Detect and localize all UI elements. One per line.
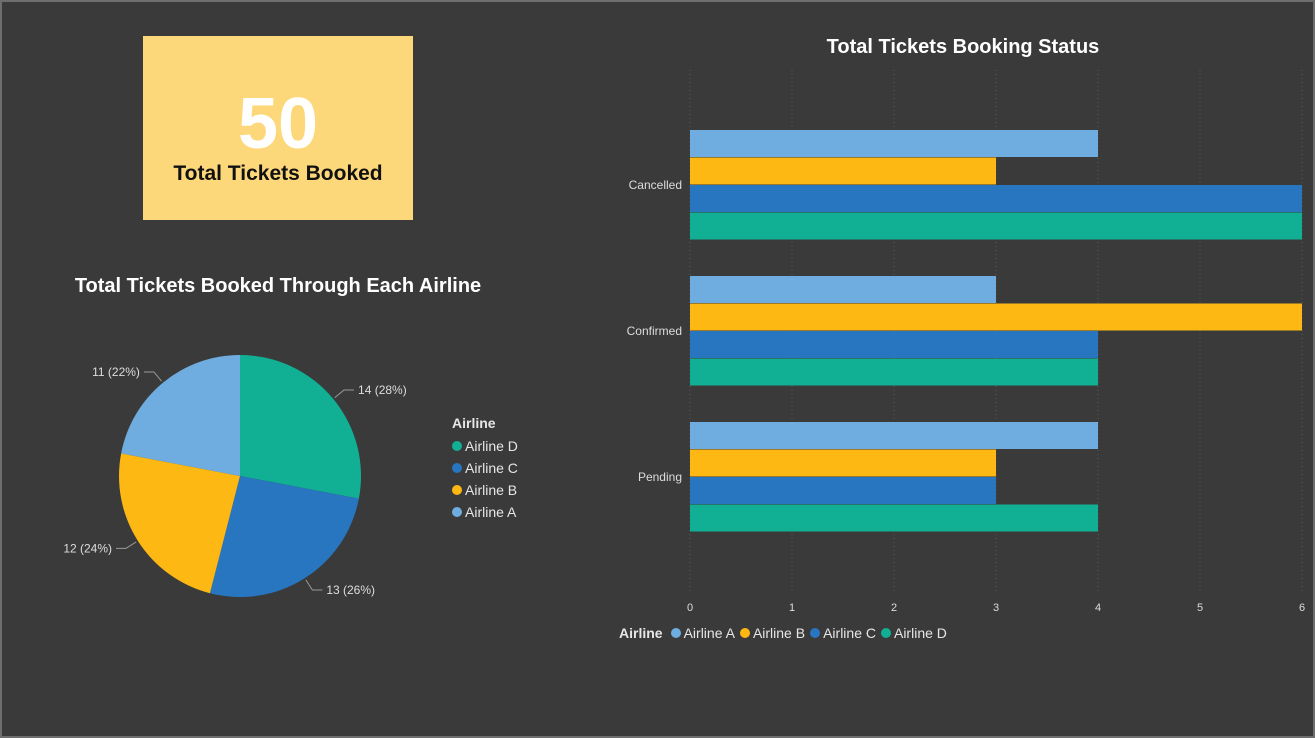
pie-legend: Airline Airline D Airline C Airline B Airli… bbox=[452, 415, 518, 525]
legend-marker-icon bbox=[452, 507, 462, 517]
pie-chart-title: Total Tickets Booked Through Each Airlin… bbox=[74, 275, 482, 297]
bar-cancelled-airline-c[interactable] bbox=[690, 185, 1302, 212]
legend-label: Airline C bbox=[465, 460, 518, 476]
legend-marker-icon bbox=[739, 628, 750, 638]
pie-legend-item-airline-d[interactable]: Airline D bbox=[452, 433, 518, 459]
bar-cancelled-airline-a[interactable] bbox=[690, 130, 1098, 157]
bar-confirmed-airline-c[interactable] bbox=[690, 331, 1098, 358]
legend-marker-icon bbox=[670, 628, 681, 638]
legend-label: Airline A bbox=[465, 504, 517, 520]
kpi-card[interactable]: 50 Total Tickets Booked bbox=[143, 36, 413, 220]
pie-legend-item-airline-b[interactable]: Airline B bbox=[452, 477, 518, 503]
bar-confirmed-airline-b[interactable] bbox=[690, 303, 1302, 331]
pie-leader-line bbox=[116, 541, 137, 549]
bar-confirmed-airline-a[interactable] bbox=[690, 276, 996, 303]
legend-label: Airline C bbox=[823, 625, 876, 641]
bar-cancelled-airline-d[interactable] bbox=[690, 212, 1302, 240]
legend-marker-icon bbox=[452, 463, 462, 473]
legend-marker-icon bbox=[452, 441, 462, 451]
bar-legend-title: Airline bbox=[619, 625, 663, 641]
kpi-label: Total Tickets Booked bbox=[173, 162, 383, 185]
y-category-label: Confirmed bbox=[627, 324, 682, 338]
pie-leader-line bbox=[143, 371, 162, 382]
bar-chart-title: Total Tickets Booking Status bbox=[826, 36, 1100, 58]
bar-pending-airline-c[interactable] bbox=[690, 477, 996, 504]
pie-leader-line bbox=[334, 389, 355, 398]
pie-slice-airline-d[interactable] bbox=[240, 355, 361, 499]
bar-pending-airline-a[interactable] bbox=[690, 422, 1098, 449]
pie-slice-airline-c[interactable] bbox=[209, 476, 359, 597]
bar-pending-airline-d[interactable] bbox=[690, 504, 1098, 532]
x-tick-label: 0 bbox=[687, 602, 693, 614]
pie-data-label: 14 (28%) bbox=[358, 383, 407, 397]
legend-label: Airline B bbox=[752, 625, 806, 641]
bar-pending-airline-b[interactable] bbox=[690, 449, 996, 477]
legend-label: Airline A bbox=[683, 625, 735, 641]
y-category-label: Cancelled bbox=[629, 178, 682, 192]
legend-marker-icon bbox=[452, 485, 462, 495]
pie-slice-airline-b[interactable] bbox=[118, 453, 240, 594]
legend-label: Airline D bbox=[893, 625, 947, 641]
pie-data-label: 13 (26%) bbox=[326, 583, 375, 597]
legend-label: Airline D bbox=[465, 438, 518, 454]
bar-cancelled-airline-b[interactable] bbox=[690, 157, 996, 185]
y-category-label: Pending bbox=[638, 470, 682, 484]
legend-marker-icon bbox=[880, 628, 891, 638]
pie-leader-line bbox=[305, 579, 323, 591]
bar-confirmed-airline-d[interactable] bbox=[690, 358, 1098, 386]
pie-legend-item-airline-c[interactable]: Airline C bbox=[452, 455, 518, 481]
legend-label: Airline B bbox=[465, 482, 518, 498]
x-tick-label: 6 bbox=[1299, 602, 1305, 614]
bar-legend-item-airline-b[interactable]: Airline B bbox=[739, 625, 806, 641]
x-tick-label: 5 bbox=[1197, 602, 1203, 614]
bar-legend: Airline Airline A Airline B Airline C Airli… bbox=[619, 625, 952, 641]
pie-legend-item-airline-a[interactable]: Airline A bbox=[452, 499, 518, 525]
x-tick-label: 4 bbox=[1095, 602, 1101, 614]
x-tick-label: 2 bbox=[891, 602, 897, 614]
pie-data-label: 11 (22%) bbox=[92, 365, 140, 379]
x-tick-label: 1 bbox=[789, 602, 795, 614]
pie-slice-airline-a[interactable] bbox=[121, 354, 240, 476]
bar-legend-item-airline-a[interactable]: Airline A bbox=[670, 625, 735, 641]
bar-legend-item-airline-d[interactable]: Airline D bbox=[880, 625, 947, 641]
bar-legend-item-airline-c[interactable]: Airline C bbox=[810, 625, 876, 641]
x-tick-label: 3 bbox=[993, 602, 999, 614]
pie-legend-title: Airline bbox=[452, 415, 496, 431]
legend-marker-icon bbox=[810, 628, 821, 638]
kpi-value: 50 bbox=[237, 84, 319, 164]
pie-data-label: 12 (24%) bbox=[63, 541, 112, 555]
